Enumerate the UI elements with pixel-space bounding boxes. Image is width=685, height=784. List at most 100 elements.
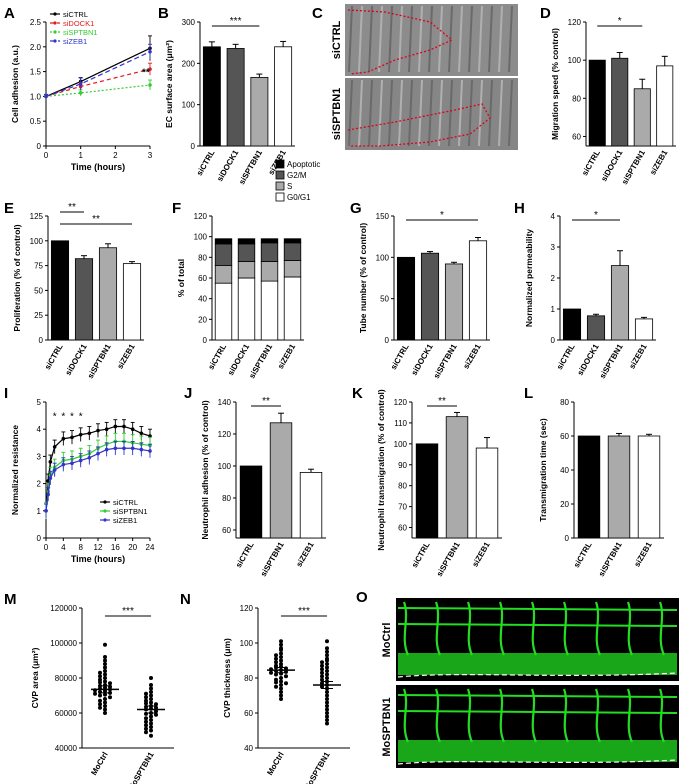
data-point xyxy=(154,709,158,714)
tissue-stripe xyxy=(348,5,353,73)
panel-label-k: K xyxy=(352,385,363,402)
data-point xyxy=(320,670,324,675)
y-tick-label: 0 xyxy=(551,336,556,345)
data-point xyxy=(325,662,329,666)
panel-label-g: G xyxy=(350,200,362,217)
data-point xyxy=(144,723,148,728)
data-point xyxy=(98,702,102,707)
data-point xyxy=(149,733,153,738)
legend-entry: G2/M xyxy=(287,171,307,180)
y-tick-label: 2.5 xyxy=(30,18,42,27)
y-tick-label: 0 xyxy=(37,534,42,543)
vessel-segment xyxy=(594,601,602,656)
x-tick-label: siDOCK1 xyxy=(226,342,251,377)
vessel-horizontal xyxy=(397,623,678,627)
x-tick-label: siZEB1 xyxy=(627,342,649,370)
panel-label-j: J xyxy=(184,385,192,402)
tissue-stripe xyxy=(428,79,433,147)
data-point xyxy=(320,681,324,686)
y-tick-label: 0 xyxy=(385,336,390,345)
y-tick-label: 80 xyxy=(198,253,207,262)
data-point xyxy=(144,726,148,731)
tissue-stripe xyxy=(448,79,453,147)
data-point xyxy=(98,690,102,694)
data-point xyxy=(108,681,112,686)
data-point xyxy=(98,670,102,675)
bar-segment-g2m xyxy=(283,242,302,261)
y-tick-label: 1.0 xyxy=(30,92,42,101)
bar-sisptbn1 xyxy=(98,247,118,341)
vessel-segment xyxy=(626,688,634,743)
data-point xyxy=(44,94,48,99)
data-point xyxy=(98,680,102,685)
x-tick-label: siCTRL xyxy=(195,148,217,177)
cvp-plexus xyxy=(398,740,677,762)
bar-segment-g2m xyxy=(237,243,256,262)
data-point xyxy=(48,460,53,464)
data-point xyxy=(148,83,152,87)
bar-segment-s xyxy=(237,261,256,279)
y-tick-label: 60 xyxy=(244,709,253,718)
panel-c-image: C siCTRL siSPTBN1 xyxy=(312,4,518,150)
data-point xyxy=(87,455,92,460)
data-point xyxy=(279,679,283,684)
label-c-top: siCTRL xyxy=(331,20,343,59)
y-tick-label: 60000 xyxy=(55,709,78,718)
bar-sisptbn1 xyxy=(633,88,651,147)
x-tick-label: 24 xyxy=(146,543,155,552)
bar-sictrl xyxy=(562,308,582,341)
x-tick-label: siZEB1 xyxy=(115,342,137,370)
data-point xyxy=(325,672,329,677)
legend-marker xyxy=(53,12,57,16)
vessel-horizontal xyxy=(397,607,678,611)
data-point xyxy=(149,725,153,729)
bar-sizeb1 xyxy=(122,263,142,341)
y-axis-label: Normalized permeability xyxy=(524,229,534,328)
y-tick-label: 300 xyxy=(182,18,196,27)
y-tick-label: 0 xyxy=(37,142,42,151)
bar-sictrl xyxy=(577,435,601,539)
panel-o-image: O MoCtrl MoSPTBN1 xyxy=(356,589,679,768)
data-point xyxy=(44,509,48,513)
data-point xyxy=(274,660,278,665)
legend-swatch xyxy=(275,192,285,202)
bar-sictrl xyxy=(239,465,263,539)
y-tick-label: 60 xyxy=(572,132,581,141)
legend-marker xyxy=(103,509,107,513)
y-tick-label: 80 xyxy=(222,494,231,503)
y-tick-label: 80 xyxy=(398,482,407,491)
data-point xyxy=(320,667,324,672)
data-point xyxy=(104,427,109,432)
data-point xyxy=(144,730,148,735)
x-tick-label: 8 xyxy=(78,543,83,552)
data-point xyxy=(154,705,158,710)
data-point xyxy=(320,684,324,689)
vessel-segment xyxy=(498,688,506,743)
data-point xyxy=(269,670,273,675)
legend-entry: siZEB1 xyxy=(113,516,137,525)
panel-m: M 40000 60000 80000 100000 120000 CVP area (μm… xyxy=(4,591,174,784)
y-tick-label: 100 xyxy=(394,440,408,449)
panel-label-c: C xyxy=(312,5,323,22)
data-point xyxy=(325,704,329,708)
panel-label-n: N xyxy=(180,591,191,608)
legend-entry: siSPTBN1 xyxy=(113,507,148,516)
vessel-segment xyxy=(434,688,442,743)
x-tick-label: siSPTBN1 xyxy=(86,342,113,380)
bar-sisptbn1 xyxy=(445,416,469,539)
legend-marker xyxy=(103,500,107,504)
y-tick-label: 3 xyxy=(37,452,42,461)
x-tick-label: siCTRL xyxy=(43,342,65,371)
data-point xyxy=(279,655,283,659)
y-tick-label: 120 xyxy=(194,212,208,221)
bar-segment-g0g1 xyxy=(260,280,279,341)
cvp-outline xyxy=(397,672,678,678)
data-point xyxy=(104,447,109,452)
y-tick-label: 70 xyxy=(398,503,407,512)
y-tick-label: 5 xyxy=(37,398,42,407)
tissue-stripe xyxy=(388,79,393,147)
bar-segment-apoptotic xyxy=(283,238,302,244)
data-point xyxy=(325,690,329,694)
